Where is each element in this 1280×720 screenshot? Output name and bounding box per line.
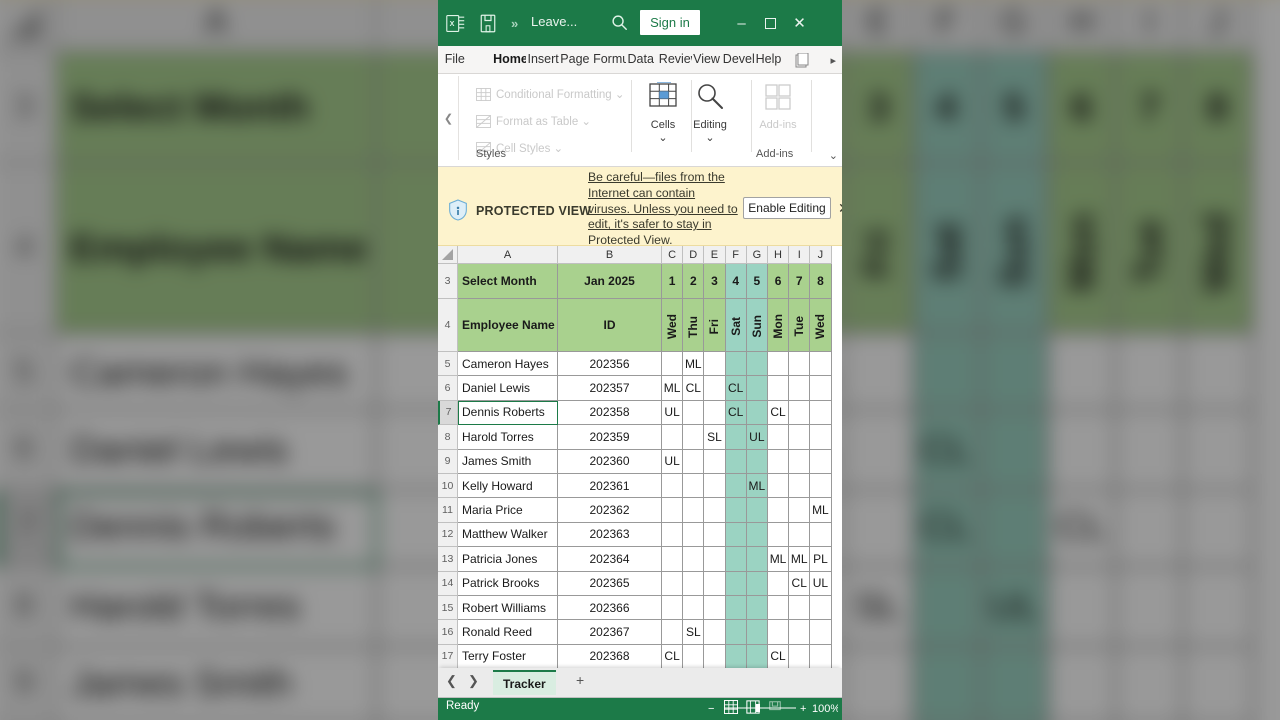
svg-text:+: + xyxy=(800,703,806,715)
svg-text:100%: 100% xyxy=(812,703,838,715)
svg-text:−: − xyxy=(708,703,714,715)
svg-text:X: X xyxy=(450,20,455,28)
